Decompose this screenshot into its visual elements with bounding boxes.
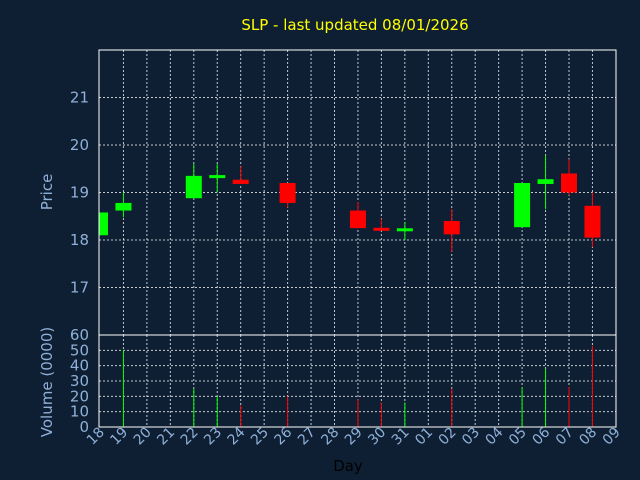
volume-frame	[98, 334, 617, 428]
x-tick-label: 20	[131, 425, 155, 449]
candle	[115, 192, 132, 218]
x-tick-label: 19	[107, 425, 131, 449]
price-axis-label: Price	[38, 174, 56, 211]
candle	[99, 212, 108, 236]
candle-body	[115, 202, 132, 211]
candle-body	[537, 179, 554, 184]
x-tick-label: 30	[365, 425, 389, 449]
x-tick-label: 03	[459, 425, 483, 449]
candle-body	[443, 221, 460, 235]
price-tick-label: 20	[70, 136, 89, 154]
price-panel: 17 18 19 20 21	[70, 49, 617, 336]
candle	[443, 209, 460, 252]
candle-body	[514, 183, 531, 228]
x-tick-label: 28	[318, 425, 342, 449]
candle	[561, 159, 577, 195]
x-tick-label: 09	[600, 425, 624, 449]
x-axis-label: Day	[333, 457, 363, 475]
candle	[209, 164, 226, 193]
chart-title: SLP - last updated 08/01/2026	[241, 16, 468, 34]
x-tick-label: 22	[178, 425, 202, 449]
volume-tick-label: 30	[70, 372, 89, 390]
x-tick-label: 29	[342, 425, 366, 449]
volume-axis-label: Volume (0000)	[38, 327, 56, 437]
price-tick-label: 17	[70, 279, 89, 297]
candle	[584, 192, 601, 248]
candle	[279, 183, 296, 208]
x-tick-label: 26	[272, 424, 296, 448]
x-tick-label: 23	[201, 425, 225, 449]
x-tick-label: 27	[295, 425, 319, 449]
x-tick-label: 05	[506, 425, 530, 449]
candle	[185, 164, 202, 199]
candle	[537, 155, 554, 210]
candle-body	[584, 205, 601, 238]
candle-body	[561, 173, 577, 193]
x-tick-label: 01	[412, 425, 436, 449]
price-tick-label: 19	[70, 184, 89, 202]
candle	[349, 202, 366, 229]
candle-body	[209, 175, 226, 179]
volume-tick-label: 0	[79, 418, 89, 436]
x-tick-label: 06	[529, 424, 553, 448]
candle-body	[100, 212, 108, 236]
x-tick-label: 21	[154, 425, 178, 449]
candle-body	[373, 227, 390, 231]
x-tick-labels: 18 19 20 21 22 23 24 25 26 27 28 29 30 31 01 02 03 04 05 06…	[84, 424, 624, 448]
x-tick-label: 04	[483, 424, 507, 448]
price-tick-label: 18	[70, 231, 89, 249]
volume-tick-label: 20	[70, 387, 89, 405]
candle-body	[349, 210, 366, 229]
x-tick-label: 25	[248, 425, 272, 449]
x-tick-label: 08	[576, 425, 600, 449]
volume-tick-label: 60	[70, 326, 89, 344]
candle-body	[279, 183, 296, 203]
candle-body	[396, 228, 413, 232]
candle-body	[185, 175, 202, 199]
candle	[396, 221, 413, 240]
volume-tick-label: 40	[70, 357, 89, 375]
candle	[373, 218, 390, 231]
x-tick-label: 07	[553, 425, 577, 449]
candle	[232, 166, 249, 184]
candle	[514, 183, 531, 228]
candle-body	[232, 179, 249, 184]
volume-tick-label: 10	[70, 403, 89, 421]
x-tick-label: 02	[436, 425, 460, 449]
volume-tick-label: 50	[70, 341, 89, 359]
x-tick-label: 24	[225, 424, 249, 448]
x-tick-label: 31	[389, 425, 413, 449]
price-tick-label: 21	[70, 89, 89, 107]
